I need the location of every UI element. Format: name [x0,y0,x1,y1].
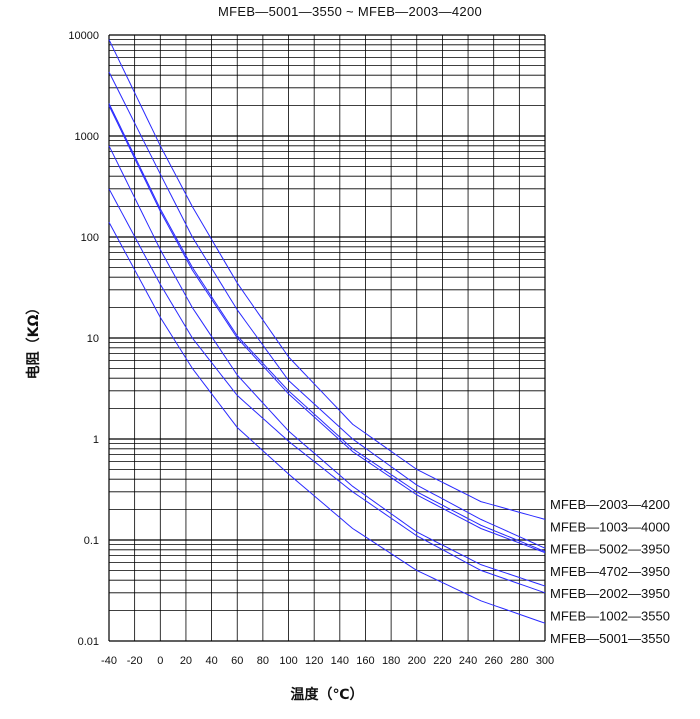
chart-title: MFEB—5001—3550 ~ MFEB—2003—4200 [217,4,483,19]
series-line-5 [108,188,546,594]
series-line-4 [108,145,546,587]
x-tick-label: 280 [510,655,528,667]
x-tick-label: 20 [180,655,192,667]
legend-label: MFEB—5002—3950 [550,542,670,557]
x-tick-label: -20 [127,655,143,667]
legend-label: MFEB—1003—4000 [550,519,670,534]
y-tick-label: 100 [81,232,99,244]
y-tick-label: 10 [87,333,99,345]
series-line-0 [108,39,546,520]
legend-label: MFEB—1002—3550 [550,609,670,624]
x-tick-label: 180 [382,655,400,667]
legend-label: MFEB—5001—3550 [550,631,670,646]
x-tick-label: 160 [356,655,374,667]
x-axis-title: 温度（℃） [291,686,364,703]
x-tick-label: 200 [408,655,426,667]
y-tick-label: 1 [93,434,99,446]
x-tick-label: 300 [536,655,554,667]
series-line-1 [108,71,546,549]
x-tick-label: 120 [305,655,323,667]
x-tick-label: 240 [459,655,477,667]
y-tick-label: 0.1 [84,535,99,547]
series-line-2 [108,103,546,552]
y-tick-label: 10000 [68,30,99,42]
x-tick-label: 0 [157,655,163,667]
x-tick-label: 60 [231,655,243,667]
x-tick-label: 40 [205,655,217,667]
x-tick-label: 140 [331,655,349,667]
y-axis-title: 电阻（KΩ） [25,301,42,380]
x-tick-label: 260 [485,655,503,667]
x-tick-label: 220 [433,655,451,667]
legend-label: MFEB—2002—3950 [550,586,670,601]
y-tick-label: 0.01 [78,636,99,648]
y-tick-label: 1000 [75,131,99,143]
x-tick-label: 100 [279,655,297,667]
x-tick-label: -40 [101,655,117,667]
series-line-3 [108,105,546,554]
legend-label: MFEB—2003—4200 [550,497,670,512]
x-tick-label: 80 [257,655,269,667]
series-line-6 [108,222,546,624]
legend-label: MFEB—4702—3950 [550,564,670,579]
